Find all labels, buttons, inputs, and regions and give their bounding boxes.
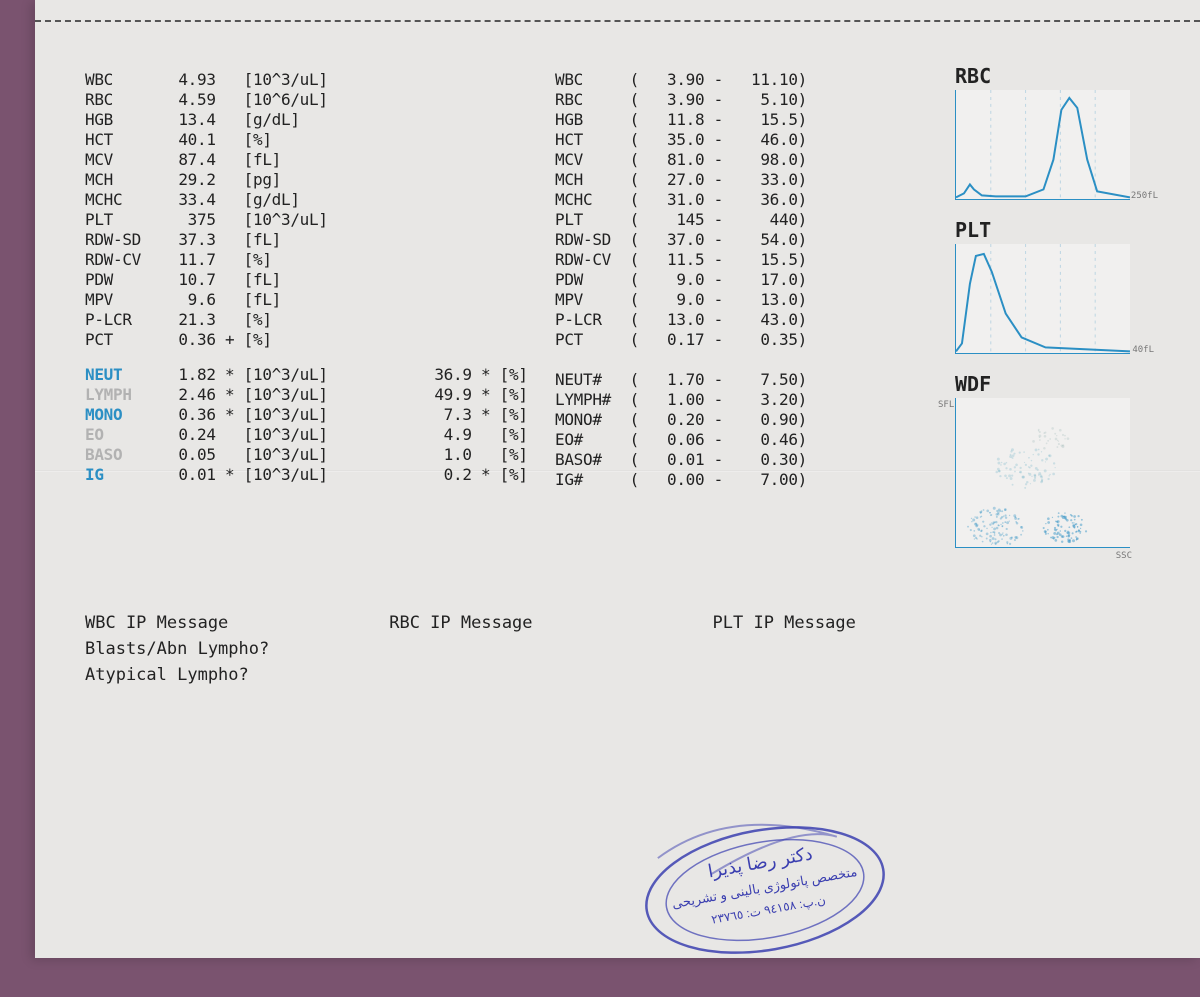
- wdf-chart-title: WDF: [955, 372, 1175, 396]
- rbc-chart-title: RBC: [955, 64, 1175, 88]
- page-content: WBC 4.93 [10^3/uL] RBC 4.59 [10^6/uL] HG…: [85, 70, 1180, 938]
- signature-stamp: دکتر رضا پذیرا متخصص پاتولوژی بالینی و ت…: [613, 787, 917, 993]
- differential-percent-column: 36.9 * [%] 49.9 * [%] 7.3 * [%] 4.9 [%] …: [425, 365, 565, 485]
- wbc-ip-message: WBC IP Message Blasts/Abn Lympho? Atypic…: [85, 610, 269, 688]
- rbc-ip-title: RBC IP Message: [389, 610, 532, 636]
- plt-ip-message: PLT IP Message: [713, 610, 856, 688]
- rbc-histogram: 250fL: [955, 90, 1130, 200]
- wbc-ip-title: WBC IP Message: [85, 610, 269, 636]
- rbc-axis-note: 250fL: [1131, 191, 1158, 201]
- plt-histogram: 40fL: [955, 244, 1130, 354]
- charts-column: RBC 250fL PLT 40fL WDF SFL SSC: [955, 60, 1175, 566]
- ip-messages-row: WBC IP Message Blasts/Abn Lympho? Atypic…: [85, 610, 985, 688]
- tear-line: [35, 20, 1200, 22]
- plt-axis-note: 40fL: [1132, 345, 1154, 355]
- wdf-scattergram: SFL SSC: [955, 398, 1130, 548]
- plt-ip-title: PLT IP Message: [713, 610, 856, 636]
- rbc-ip-message: RBC IP Message: [389, 610, 532, 688]
- cbc-ranges-table: WBC ( 3.90 - 11.10) RBC ( 3.90 - 5.10) H…: [555, 70, 905, 490]
- wbc-ip-line1: Blasts/Abn Lympho?: [85, 636, 269, 662]
- wdf-x-label: SSC: [1116, 551, 1132, 561]
- report-paper: WBC 4.93 [10^3/uL] RBC 4.59 [10^6/uL] HG…: [35, 0, 1200, 958]
- wbc-ip-line2: Atypical Lympho?: [85, 662, 269, 688]
- wdf-y-label: SFL: [938, 400, 954, 410]
- cbc-results-table: WBC 4.93 [10^3/uL] RBC 4.59 [10^6/uL] HG…: [85, 70, 425, 350]
- plt-chart-title: PLT: [955, 218, 1175, 242]
- differential-results-table: NEUT 1.82 * [10^3/uL] LYMPH 2.46 * [10^3…: [85, 365, 425, 485]
